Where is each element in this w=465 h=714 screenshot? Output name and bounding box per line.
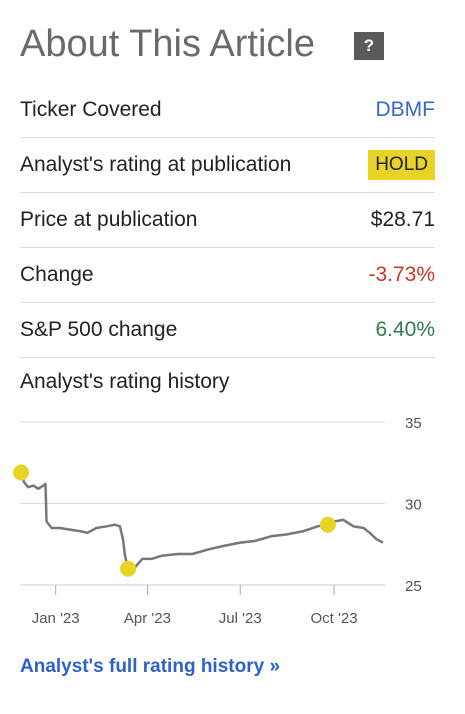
price-row: Price at publication $28.71: [20, 193, 435, 248]
sp500-value: 6.40%: [375, 318, 435, 341]
question-icon[interactable]: ?: [354, 32, 384, 60]
y-tick-label: 25: [405, 578, 422, 595]
rating-row: Analyst's rating at publication HOLD: [20, 138, 435, 193]
about-header: About This Article ?: [20, 18, 440, 70]
change-row: Change -3.73%: [20, 248, 435, 303]
rating-marker: [120, 560, 137, 577]
ticker-link[interactable]: DBMF: [375, 98, 436, 121]
x-tick-label: Jan '23: [32, 610, 80, 627]
full-rating-history-link[interactable]: Analyst's full rating history »: [20, 656, 281, 677]
article-info-table: Ticker Covered DBMF Analyst's rating at …: [20, 83, 435, 358]
rating-label: Analyst's rating at publication: [20, 153, 292, 176]
sp500-label: S&P 500 change: [20, 318, 178, 341]
rating-marker: [319, 516, 336, 533]
page-title: About This Article: [20, 23, 316, 65]
price-value: $28.71: [370, 208, 435, 231]
change-value: -3.73%: [368, 263, 435, 286]
rating-history-title: Analyst's rating history: [20, 370, 230, 393]
rating-history-chart: 25 30 35 Jan '23 Apr '23 Jul '23 Oct '23: [13, 415, 422, 627]
sp500-row: S&P 500 change 6.40%: [20, 303, 435, 358]
x-tick-label: Apr '23: [124, 610, 171, 627]
ticker-label: Ticker Covered: [20, 98, 162, 121]
price-label: Price at publication: [20, 208, 198, 231]
y-tick-label: 30: [405, 497, 422, 514]
change-label: Change: [20, 263, 94, 286]
hold-badge: HOLD: [368, 150, 435, 180]
x-tick-label: Jul '23: [219, 610, 262, 627]
x-tick-label: Oct '23: [310, 610, 357, 627]
rating-marker: [13, 464, 30, 481]
y-tick-label: 35: [405, 415, 422, 432]
ticker-row: Ticker Covered DBMF: [20, 83, 435, 138]
